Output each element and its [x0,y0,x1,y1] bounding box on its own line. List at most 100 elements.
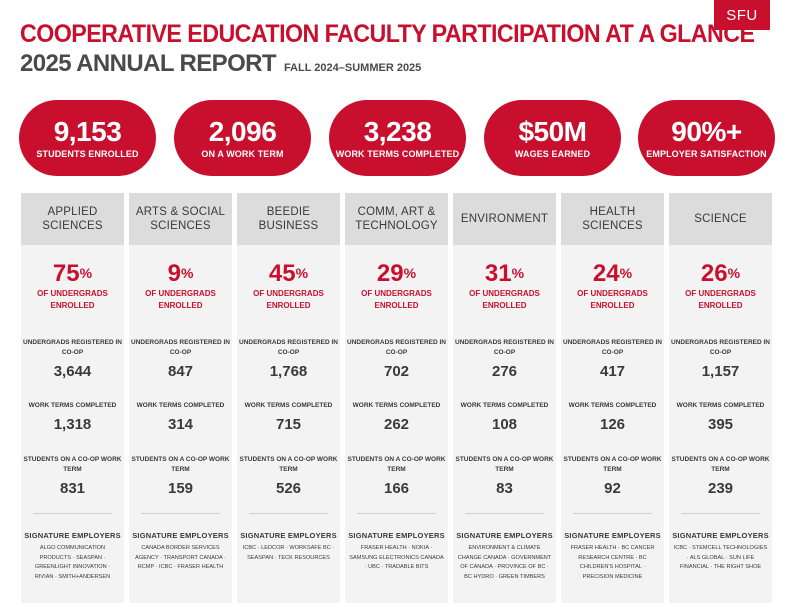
stat-label: STUDENTS ENROLLED [36,149,139,159]
on-term-value: 526 [275,480,302,497]
stat-label: EMPLOYER SATISFACTION [646,149,767,159]
work-terms-metric: WORK TERMS COMPLETED 126 [561,401,664,434]
employers-heading: SIGNATURE EMPLOYERS [24,531,121,540]
stat-label: WORK TERMS COMPLETED [335,149,460,159]
work-terms-value: 1,318 [53,416,92,433]
divider [33,513,112,514]
divider [573,513,652,514]
stat-pill-on-work-term: 2,096 ON A WORK TERM [174,100,311,176]
work-terms-value: 108 [491,416,518,433]
metric-label: UNDERGRADS REGISTERED IN CO-OP [239,339,338,356]
employers-heading: SIGNATURE EMPLOYERS [348,531,445,540]
registered-metric: UNDERGRADS REGISTERED IN CO-OP 847 [129,338,232,381]
on-term-value: 166 [383,480,410,497]
metric-label: UNDERGRADS REGISTERED IN CO-OP [455,339,554,356]
work-terms-value: 715 [275,416,302,433]
enrolled-percent-label: OF UNDERGRADS ENROLLED [145,289,216,310]
metric-label: STUDENTS ON A CO-OP WORK TERM [347,456,446,473]
work-terms-metric: WORK TERMS COMPLETED 108 [453,401,556,434]
employers-heading: SIGNATURE EMPLOYERS [132,531,229,540]
faculty-column: ENVIRONMENT 31% OF UNDERGRADS ENROLLED U… [453,193,556,603]
enrolled-percent: 75% [21,261,124,287]
stat-value: 2,096 [208,116,277,147]
on-term-metric: STUDENTS ON A CO-OP WORK TERM 92 [561,455,664,498]
stat-value: 90%+ [671,116,742,147]
work-terms-metric: WORK TERMS COMPLETED 262 [345,401,448,434]
work-terms-value: 395 [707,416,734,433]
on-term-metric: STUDENTS ON A CO-OP WORK TERM 159 [129,455,232,498]
metric-label: WORK TERMS COMPLETED [460,402,549,409]
metric-label: STUDENTS ON A CO-OP WORK TERM [23,456,122,473]
percent-value: 9 [167,260,181,287]
metric-label: WORK TERMS COMPLETED [676,402,765,409]
report-period: FALL 2024–SUMMER 2025 [283,62,422,74]
employers-heading: SIGNATURE EMPLOYERS [240,531,337,540]
faculty-column: SCIENCE 26% OF UNDERGRADS ENROLLED UNDER… [669,193,772,603]
stat-pill-work-terms-completed: 3,238 WORK TERMS COMPLETED [329,100,466,176]
faculty-columns: APPLIED SCIENCES 75% OF UNDERGRADS ENROL… [21,193,772,603]
work-terms-value: 262 [383,416,410,433]
metric-label: UNDERGRADS REGISTERED IN CO-OP [671,339,770,356]
employers-list: ICBC · STEMCELL TECHNOLOGIES · ALS GLOBA… [673,545,768,570]
employers-list: FRASER HEALTH · NOKIA · SAMSUNG ELECTRON… [349,545,444,570]
faculty-column: ARTS & SOCIAL SCIENCES 9% OF UNDERGRADS … [129,193,232,603]
stat-pill-students-enrolled: 9,153 STUDENTS ENROLLED [19,100,156,176]
registered-value: 1,157 [701,363,740,380]
percent-sign: % [79,265,93,281]
percent-sign: % [180,265,194,281]
enrolled-percent-label: OF UNDERGRADS ENROLLED [469,289,540,310]
metric-label: UNDERGRADS REGISTERED IN CO-OP [347,339,446,356]
percent-value: 45 [268,260,296,287]
faculty-name: ENVIRONMENT [453,193,556,245]
faculty-name: HEALTH SCIENCES [561,193,664,245]
work-terms-metric: WORK TERMS COMPLETED 395 [669,401,772,434]
stat-value: $50M [518,116,587,147]
employers-list: ICBC · LEDCOR · WORKSAFE BC · SEASPAN · … [242,545,335,561]
on-term-value: 159 [167,480,194,497]
enrolled-percent: 9% [129,261,232,287]
employers-list: ALGO COMMUNICATION PRODUCTS · SEASPAN · … [34,545,111,580]
stat-value: 3,238 [363,116,432,147]
registered-metric: UNDERGRADS REGISTERED IN CO-OP 1,768 [237,338,340,381]
divider [141,513,220,514]
on-term-metric: STUDENTS ON A CO-OP WORK TERM 239 [669,455,772,498]
stat-pill-employer-satisfaction: 90%+ EMPLOYER SATISFACTION [638,100,775,176]
enrolled-percent: 29% [345,261,448,287]
sfu-logo: SFU [714,0,770,30]
divider [357,513,436,514]
work-terms-value: 126 [599,416,626,433]
faculty-column: HEALTH SCIENCES 24% OF UNDERGRADS ENROLL… [561,193,664,603]
registered-metric: UNDERGRADS REGISTERED IN CO-OP 276 [453,338,556,381]
divider [249,513,328,514]
employers-heading: SIGNATURE EMPLOYERS [672,531,769,540]
faculty-name: COMM, ART & TECHNOLOGY [345,193,448,245]
enrolled-percent-label: OF UNDERGRADS ENROLLED [361,289,432,310]
percent-sign: % [511,265,525,281]
stat-label: WAGES EARNED [514,149,591,159]
subtitle-row: 2025 ANNUAL REPORT FALL 2024–SUMMER 2025 [20,50,421,78]
faculty-name: ARTS & SOCIAL SCIENCES [129,193,232,245]
report-subtitle: 2025 ANNUAL REPORT [20,50,277,77]
percent-value: 75 [52,260,80,287]
enrolled-percent: 31% [453,261,556,287]
registered-metric: UNDERGRADS REGISTERED IN CO-OP 1,157 [669,338,772,381]
divider [465,513,544,514]
metric-label: UNDERGRADS REGISTERED IN CO-OP [23,339,122,356]
registered-value: 702 [383,363,410,380]
percent-sign: % [619,265,633,281]
enrolled-percent-label: OF UNDERGRADS ENROLLED [253,289,324,310]
metric-label: STUDENTS ON A CO-OP WORK TERM [131,456,230,473]
percent-value: 24 [592,260,620,287]
on-term-value: 83 [496,480,513,497]
employers-list: FRASER HEALTH · BC CANCER RESEARCH CENTR… [570,545,655,580]
stat-value: 9,153 [53,116,122,147]
enrolled-percent-label: OF UNDERGRADS ENROLLED [685,289,756,310]
divider [681,513,760,514]
page-title: COOPERATIVE EDUCATION FACULTY PARTICIPAT… [20,20,755,48]
summary-stats: 9,153 STUDENTS ENROLLED 2,096 ON A WORK … [19,100,775,176]
metric-label: WORK TERMS COMPLETED [136,402,225,409]
percent-value: 31 [484,260,512,287]
on-term-value: 831 [59,480,86,497]
registered-metric: UNDERGRADS REGISTERED IN CO-OP 3,644 [21,338,124,381]
registered-metric: UNDERGRADS REGISTERED IN CO-OP 417 [561,338,664,381]
